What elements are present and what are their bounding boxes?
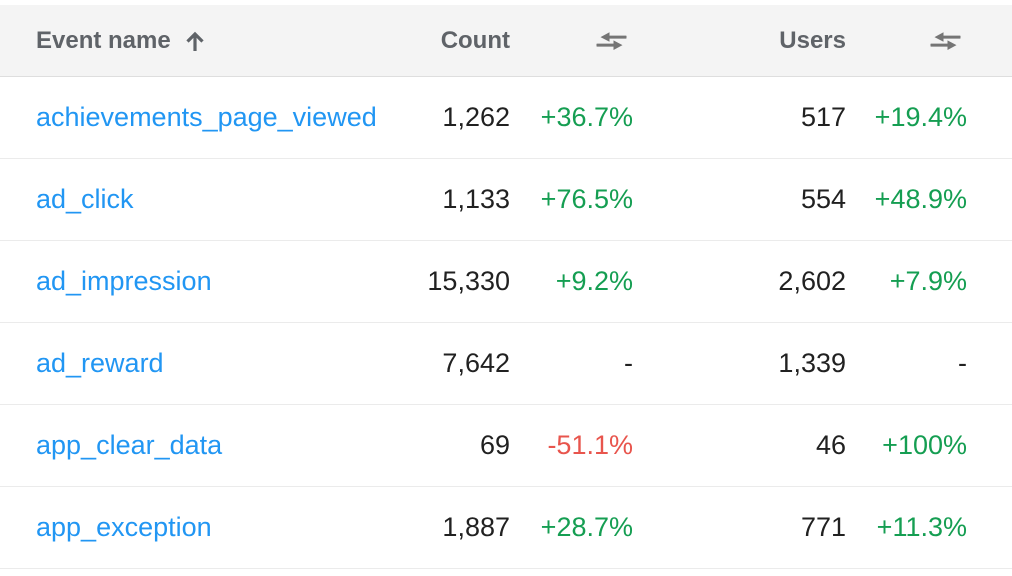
count-change-value: +28.7%	[540, 512, 633, 542]
users-change-value: +100%	[882, 430, 967, 460]
event-name-link[interactable]: app_exception	[36, 512, 212, 542]
users-value: 517	[800, 102, 846, 132]
users-value: 1,339	[778, 348, 846, 378]
event-name-link[interactable]: app_clear_data	[36, 430, 223, 460]
count-value: 1,262	[442, 102, 510, 132]
table-row: app_clear_data 69 -51.1% 46 +100%	[0, 405, 1012, 487]
table-row: app_exception 1,887 +28.7% 771 +11.3%	[0, 487, 1012, 569]
count-value: 1,133	[442, 184, 510, 214]
users-header-label: Users	[779, 26, 846, 54]
users-change-value: +11.3%	[876, 512, 967, 542]
column-header-count-change	[510, 30, 633, 52]
comparison-arrows-icon	[929, 30, 962, 52]
event-name-header-label: Event name	[36, 26, 171, 54]
column-header-event-name[interactable]: Event name	[0, 27, 410, 55]
count-value: 69	[479, 430, 510, 460]
column-header-count[interactable]: Count	[410, 27, 510, 55]
table-row: ad_reward 7,642 - 1,339 -	[0, 323, 1012, 405]
count-value: 1,887	[442, 512, 510, 542]
count-value: 15,330	[427, 266, 510, 296]
table-header-row: Event name Count Users	[0, 5, 1012, 77]
column-header-users[interactable]: Users	[633, 27, 846, 55]
table-row: ad_click 1,133 +76.5% 554 +48.9%	[0, 159, 1012, 241]
users-value: 554	[800, 184, 846, 214]
count-value: 7,642	[442, 348, 510, 378]
count-change-value: +36.7%	[540, 102, 633, 132]
top-strip	[0, 0, 1012, 5]
users-value: 2,602	[778, 266, 846, 296]
count-change-value: -	[624, 348, 633, 378]
event-name-link[interactable]: ad_reward	[36, 348, 164, 378]
event-name-link[interactable]: achievements_page_viewed	[36, 102, 377, 132]
users-change-value: +48.9%	[874, 184, 967, 214]
comparison-arrows-icon	[595, 30, 628, 52]
count-header-label: Count	[440, 26, 510, 54]
users-value: 46	[815, 430, 846, 460]
event-name-link[interactable]: ad_impression	[36, 266, 212, 296]
event-name-link[interactable]: ad_click	[36, 184, 134, 214]
users-change-value: +7.9%	[889, 266, 967, 296]
users-value: 771	[800, 512, 846, 542]
count-change-value: +76.5%	[540, 184, 633, 214]
count-change-value: +9.2%	[555, 266, 633, 296]
users-change-value: +19.4%	[874, 102, 967, 132]
table-row: ad_impression 15,330 +9.2% 2,602 +7.9%	[0, 241, 1012, 323]
column-header-users-change	[846, 30, 967, 52]
count-change-value: -51.1%	[547, 430, 633, 460]
users-change-value: -	[958, 348, 967, 378]
table-row: achievements_page_viewed 1,262 +36.7% 51…	[0, 77, 1012, 159]
sort-ascending-arrow-icon	[183, 28, 207, 54]
